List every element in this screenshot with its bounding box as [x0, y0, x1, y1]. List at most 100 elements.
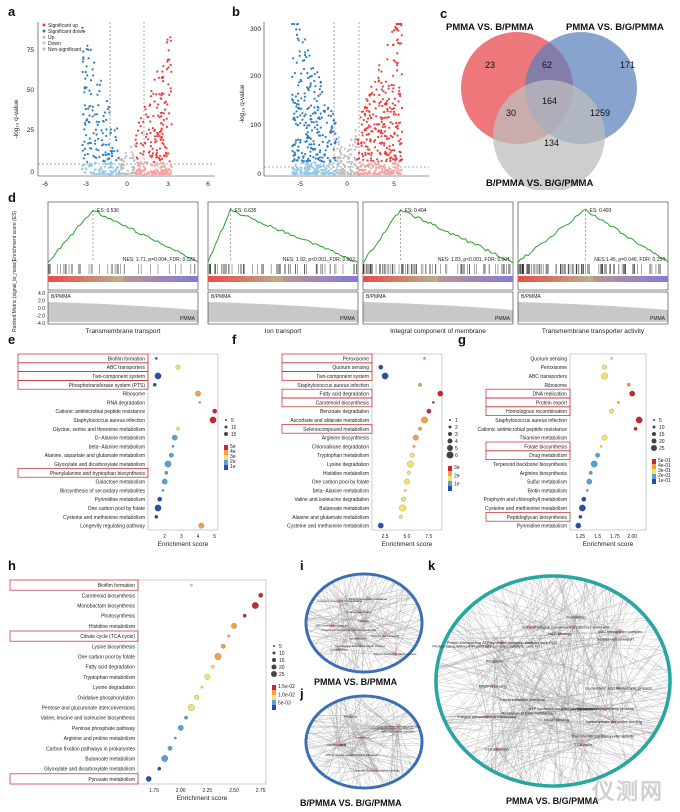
network-edge — [388, 730, 398, 784]
gsea-gradient-cell — [623, 276, 629, 282]
volcano-point — [97, 104, 100, 107]
volcano-point — [326, 144, 329, 147]
volcano-point — [356, 171, 359, 174]
volcano-point — [296, 103, 299, 106]
volcano-point — [104, 151, 107, 154]
network-edge — [334, 730, 398, 782]
network-term-node — [520, 697, 525, 702]
volcano-point — [390, 156, 393, 159]
volcano-point — [377, 123, 380, 126]
volcano-point — [158, 93, 161, 96]
highlight-box — [485, 450, 571, 460]
volcano-point — [293, 72, 296, 75]
volcano-point — [372, 100, 375, 103]
volcano-point — [160, 115, 163, 118]
volcano-point — [143, 169, 146, 172]
network-term-node — [361, 618, 366, 623]
volcano-point — [294, 164, 297, 168]
volcano-point — [381, 125, 384, 128]
network-edge — [360, 593, 411, 646]
volcano-point — [391, 30, 394, 33]
volcano-point — [377, 79, 381, 82]
volcano-point — [310, 74, 313, 78]
volcano-point — [98, 172, 101, 175]
network-edge — [618, 622, 651, 689]
dotplot-category-label: One carbon pool by folate — [312, 480, 369, 486]
watermark: 仪测网 — [591, 779, 664, 804]
network-edge — [487, 645, 669, 699]
gsea-gradient-cell — [323, 276, 329, 282]
volcano-point — [151, 152, 155, 155]
volcano-point — [313, 111, 317, 114]
network-term-node — [334, 742, 339, 747]
network-edge — [330, 704, 363, 737]
volcano-point — [295, 110, 298, 113]
volcano-point — [397, 100, 400, 103]
network-edge — [351, 754, 411, 770]
network-edge — [358, 611, 420, 638]
dotplot-xlabel: Enrichment score — [158, 541, 209, 548]
volcano-point — [349, 165, 352, 168]
network-edge — [350, 715, 413, 718]
dotplot-category-label: Lysine biosynthesis — [92, 644, 136, 650]
network-edge — [463, 688, 619, 749]
network-term-label: Carotenoid biosynthetic process — [577, 706, 634, 711]
network-edge — [327, 584, 361, 646]
network-edge — [339, 600, 415, 647]
dotplot-xtick: 2.50 — [229, 788, 239, 794]
volcano-point — [387, 87, 390, 90]
network-edge — [398, 712, 409, 726]
volcano-point — [383, 164, 386, 167]
dotplot-category-label: One carbon pool by folate — [88, 506, 145, 512]
gsea-title: Integral component of membrane — [390, 328, 486, 335]
dotplot-category-label: Drug metabolism — [529, 453, 567, 459]
volcano-point — [115, 139, 118, 142]
gsea-gradient-cell — [303, 276, 309, 282]
volcano-point — [337, 172, 340, 175]
volcano-point — [300, 152, 304, 155]
gsea-gradient-cell — [463, 276, 469, 282]
volcano-point — [333, 172, 336, 175]
volcano-point — [81, 168, 84, 171]
gsea-gradient-cell — [88, 276, 94, 282]
volcano-point — [109, 163, 112, 166]
volcano-point — [125, 155, 128, 158]
volcano-point — [360, 164, 363, 167]
network-edge — [555, 575, 614, 722]
volcano-a-legend: Significant up Significant down Up Down … — [42, 23, 85, 53]
network-edge — [528, 577, 534, 628]
volcano-point — [392, 74, 395, 77]
network-term-label: NADPH binding — [479, 684, 507, 689]
network-edge — [575, 616, 583, 783]
volcano-point — [145, 172, 148, 176]
network-edge — [522, 699, 600, 778]
size-legend-label: 6 — [455, 453, 458, 459]
venn-s123: 164 — [542, 96, 558, 106]
size-legend-label: 5 — [659, 418, 662, 424]
volcano-point — [139, 117, 143, 120]
volcano-point — [365, 138, 368, 141]
volcano-point — [386, 99, 389, 102]
color-legend-cell — [224, 445, 228, 450]
network-edge — [486, 716, 658, 730]
volcano-point — [327, 170, 330, 173]
network-edge — [445, 721, 603, 737]
network-edge — [528, 576, 542, 628]
network-edge — [392, 702, 395, 729]
network-edge — [340, 577, 358, 639]
volcano-point — [312, 156, 315, 159]
volcano-point — [89, 171, 92, 174]
color-legend-cell — [224, 455, 228, 460]
network-edge — [487, 645, 670, 695]
volcano-point — [296, 124, 299, 127]
volcano-point — [373, 127, 377, 130]
dotplot-point — [161, 489, 165, 492]
network-edge — [338, 649, 345, 670]
gsea-gradient-cell — [253, 276, 259, 282]
network-edge — [360, 574, 375, 646]
volcano-point — [379, 153, 382, 156]
volcano-point — [363, 164, 366, 168]
dotplot-point — [609, 408, 614, 414]
volcano-point — [295, 33, 299, 36]
network-term-node — [499, 640, 504, 645]
